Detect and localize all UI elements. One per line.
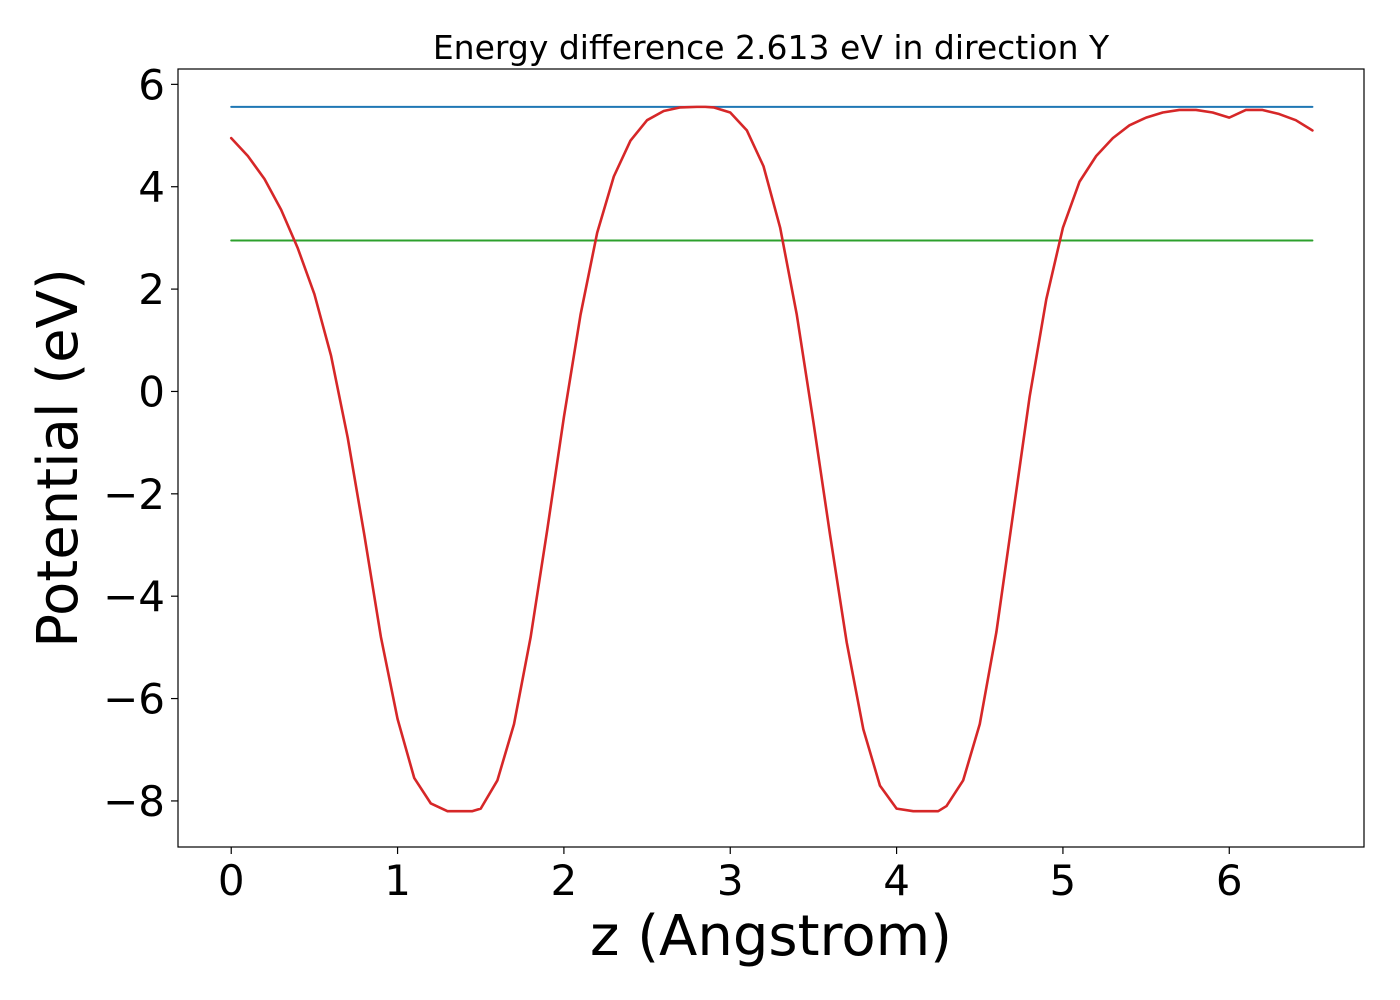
x-tick-label: 1 <box>384 856 411 905</box>
x-tick-label: 3 <box>717 856 744 905</box>
x-axis-label: z (Angstrom) <box>590 904 952 969</box>
series-layer <box>229 105 1314 813</box>
ticks-layer: 0 1 2 3 4 5 6 −8 −6 −4 −2 0 2 4 6 <box>103 60 1243 905</box>
y-axis-label: Potential (eV) <box>26 268 91 648</box>
y-tick-label: 0 <box>138 367 165 416</box>
y-tick-label: 4 <box>138 163 165 212</box>
y-tick-label: −2 <box>103 470 165 519</box>
y-tick-label: 2 <box>138 265 165 314</box>
y-tick-label: −8 <box>103 777 165 826</box>
y-tick-label: 6 <box>138 60 165 109</box>
x-tick-label: 5 <box>1050 856 1077 905</box>
x-tick-label: 0 <box>218 856 245 905</box>
chart-title: Energy difference 2.613 eV in direction … <box>433 28 1110 67</box>
x-tick-label: 6 <box>1216 856 1243 905</box>
x-tick-label: 2 <box>551 856 578 905</box>
x-tick-label: 4 <box>883 856 910 905</box>
y-tick-label: −4 <box>103 572 165 621</box>
y-tick-label: −6 <box>103 675 165 724</box>
series-line-0 <box>229 105 1314 813</box>
plot-frame <box>177 68 1365 848</box>
